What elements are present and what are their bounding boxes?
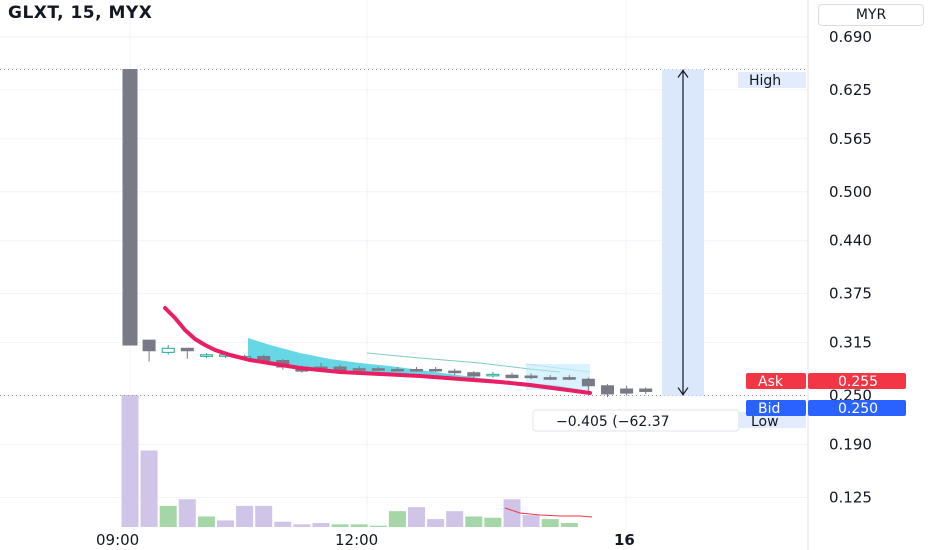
bid-label: Bid (758, 401, 780, 417)
volume-bar (312, 523, 330, 527)
volume-bar (388, 511, 406, 527)
candle-body (543, 377, 557, 380)
bid-value-bg (808, 400, 906, 416)
price-tick-label: 0.315 (829, 334, 872, 352)
candle-body (199, 354, 213, 357)
volume-bar (560, 523, 578, 527)
price-tick-label: 0.440 (829, 232, 872, 250)
ema-polyline (163, 306, 592, 395)
volume-bar (293, 524, 311, 527)
candle-body (180, 347, 194, 352)
candle-body (524, 375, 538, 379)
ask-value-bg (808, 373, 906, 389)
candle-body (581, 378, 595, 387)
volume-bar (350, 524, 368, 527)
candle-body (562, 377, 576, 380)
price-tags: Ask 0.255 Bid 0.250 (746, 373, 906, 417)
volume-bar (178, 499, 196, 527)
volume-bar (274, 521, 292, 527)
volume-bar (408, 507, 425, 527)
time-axis[interactable]: 09:00 12:00 16 (96, 531, 635, 549)
bid-value: 0.250 (838, 401, 878, 417)
volume-bar (140, 450, 158, 527)
candle-body (161, 347, 175, 353)
volume-bar (522, 515, 540, 527)
currency-button[interactable]: MYR (818, 4, 924, 26)
volume-bars (121, 395, 593, 527)
price-tick-label: 0.500 (829, 183, 872, 201)
volume-bar (236, 505, 254, 527)
volume-bar (446, 511, 464, 527)
volume-bar (217, 520, 234, 527)
candle-body (390, 368, 404, 372)
measure-arrow-up (677, 69, 689, 78)
price-tick-label: 0.375 (829, 285, 872, 303)
volume-bar (121, 395, 139, 527)
candlesticks[interactable] (122, 69, 653, 398)
volume-bar (484, 517, 502, 527)
volume-bar (541, 519, 559, 527)
high-label: High (749, 73, 781, 89)
bid-label-bg (746, 400, 806, 416)
volume-bar (255, 505, 273, 527)
candle-body (601, 385, 614, 395)
volume-bar (427, 519, 445, 527)
measure-tool[interactable]: High −0.405 (−62.37 Low (532, 69, 806, 432)
high-label-bg (738, 72, 806, 88)
candle-body (142, 339, 156, 352)
volume-bar (369, 525, 387, 527)
price-tick-label: 0.565 (829, 130, 872, 148)
volume-bar (197, 516, 215, 527)
high-low-guides (0, 69, 808, 397)
ema-line (163, 306, 592, 395)
symbol-title[interactable]: GLXT, 15, MYX (8, 3, 153, 23)
candle-body (122, 69, 138, 346)
candle-body (429, 368, 443, 372)
volume-bar (331, 524, 349, 527)
candle-body (639, 388, 653, 392)
ask-value: 0.255 (838, 374, 878, 390)
candle-body (448, 370, 462, 374)
volume-ma-line (504, 507, 593, 518)
ask-label-bg (746, 373, 806, 389)
candle-body (486, 373, 500, 377)
candle-body (352, 368, 366, 371)
price-tick-label: 0.190 (829, 435, 872, 453)
ask-label: Ask (758, 374, 784, 390)
price-axis[interactable]: 0.6900.6250.5650.5000.4400.3750.3150.250… (807, 0, 872, 550)
change-text: −0.405 (−62.37 (556, 414, 670, 430)
price-tick-label: 0.690 (829, 28, 872, 46)
measure-arrow-down (677, 387, 689, 396)
candle-body (410, 368, 423, 372)
time-tick-label: 09:00 (96, 531, 139, 549)
low-label: Low (751, 414, 779, 430)
volume-bar (465, 516, 483, 527)
time-tick-label: 12:00 (335, 531, 378, 549)
time-tick-label: 16 (614, 531, 635, 549)
volume-bar (503, 499, 521, 527)
volume-bar (159, 505, 177, 527)
price-tick-label: 0.625 (829, 81, 872, 99)
candle-body (371, 368, 385, 371)
candle-body (467, 372, 481, 377)
candle-body (620, 388, 634, 394)
candle-body (505, 374, 519, 379)
price-tick-label: 0.125 (829, 488, 872, 506)
